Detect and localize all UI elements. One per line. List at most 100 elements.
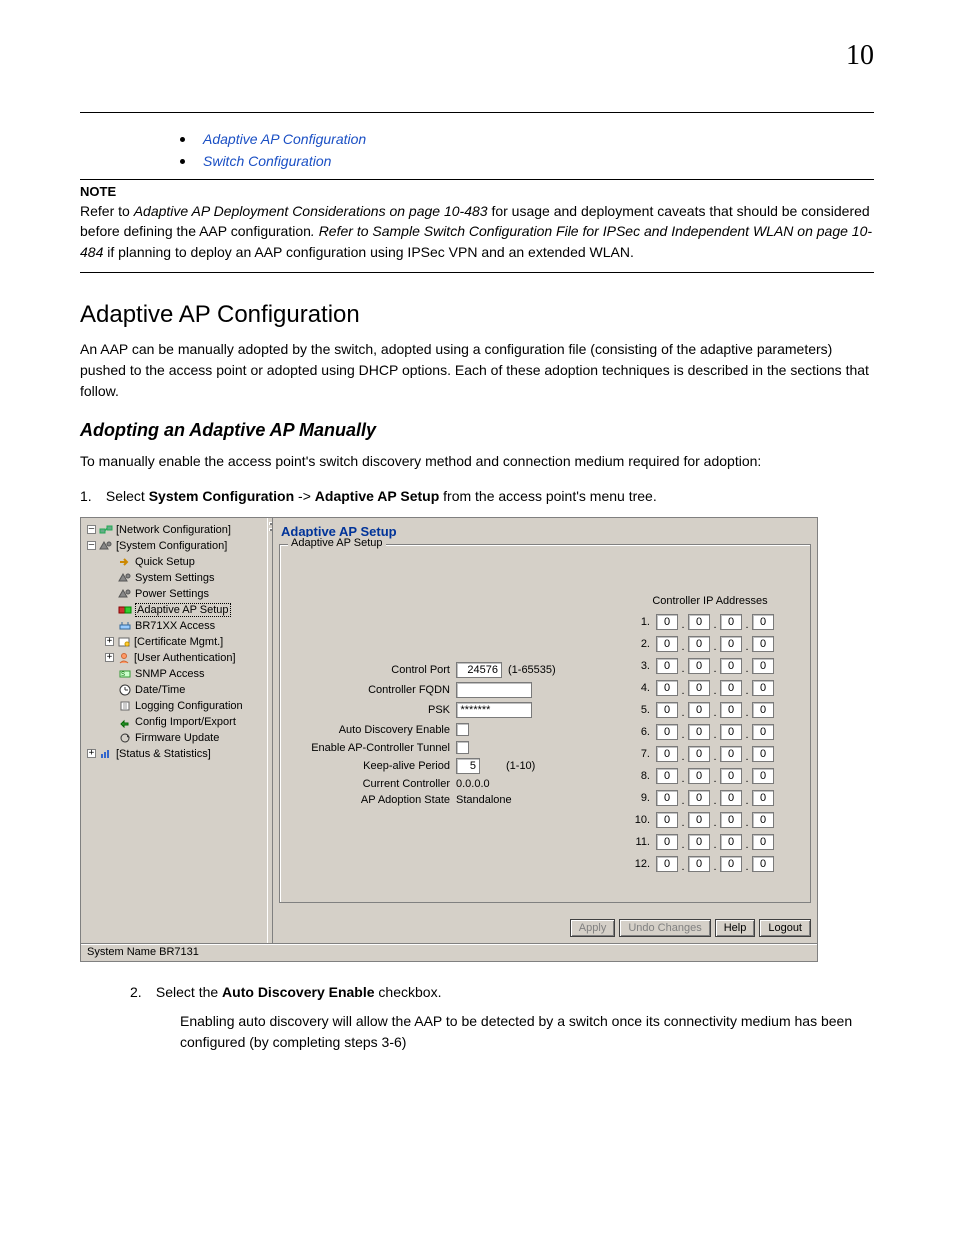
tree-item[interactable]: +[Status & Statistics] bbox=[85, 746, 265, 762]
input-psk[interactable] bbox=[456, 702, 532, 718]
ip-row-number: 5. bbox=[630, 704, 650, 716]
ip-octet-input[interactable] bbox=[688, 680, 710, 696]
tree-item-label: Logging Configuration bbox=[135, 700, 243, 712]
ip-octet-input[interactable] bbox=[688, 614, 710, 630]
ip-octet-input[interactable] bbox=[656, 834, 678, 850]
collapse-icon[interactable]: – bbox=[87, 541, 96, 550]
dot-separator: . bbox=[710, 685, 720, 697]
ip-octet-input[interactable] bbox=[688, 658, 710, 674]
tree-item[interactable]: Power Settings bbox=[85, 586, 265, 602]
undo-changes-button[interactable]: Undo Changes bbox=[619, 919, 710, 937]
ip-octet-input[interactable] bbox=[656, 658, 678, 674]
ip-octet-input[interactable] bbox=[720, 768, 742, 784]
ip-octet-input[interactable] bbox=[752, 746, 774, 762]
ip-octet-input[interactable] bbox=[752, 702, 774, 718]
ip-octet-input[interactable] bbox=[720, 636, 742, 652]
bullet-icon bbox=[180, 137, 185, 142]
ip-octet-input[interactable] bbox=[720, 680, 742, 696]
tree-item-label: Config Import/Export bbox=[135, 716, 236, 728]
tree-item[interactable]: Quick Setup bbox=[85, 554, 265, 570]
heading-adopting-manually: Adopting an Adaptive AP Manually bbox=[80, 420, 874, 441]
expand-icon[interactable]: + bbox=[105, 653, 114, 662]
ip-octet-input[interactable] bbox=[688, 790, 710, 806]
ip-octet-input[interactable] bbox=[656, 680, 678, 696]
ip-octet-input[interactable] bbox=[656, 812, 678, 828]
ip-row: 5.... bbox=[630, 701, 790, 719]
ip-octet-input[interactable] bbox=[720, 724, 742, 740]
tree-item[interactable]: System Settings bbox=[85, 570, 265, 586]
ip-octet-input[interactable] bbox=[752, 614, 774, 630]
ip-octet-input[interactable] bbox=[656, 636, 678, 652]
tree-item[interactable]: Firmware Update bbox=[85, 730, 265, 746]
ip-octet-input[interactable] bbox=[656, 702, 678, 718]
checkbox-auto-discovery[interactable] bbox=[456, 723, 469, 736]
link-switch-config[interactable]: Switch Configuration bbox=[203, 153, 331, 169]
ip-octet-input[interactable] bbox=[656, 768, 678, 784]
ip-octet-input[interactable] bbox=[688, 702, 710, 718]
apply-button[interactable]: Apply bbox=[570, 919, 616, 937]
ip-octet-input[interactable] bbox=[720, 834, 742, 850]
tree-item[interactable]: Config Import/Export bbox=[85, 714, 265, 730]
step-2-description: Enabling auto discovery will allow the A… bbox=[180, 1011, 874, 1053]
ip-row-number: 11. bbox=[630, 836, 650, 848]
ip-octet-input[interactable] bbox=[720, 614, 742, 630]
label-tunnel: Enable AP-Controller Tunnel bbox=[290, 742, 450, 754]
ip-octet-input[interactable] bbox=[688, 812, 710, 828]
ip-octet-input[interactable] bbox=[688, 768, 710, 784]
step-text: checkbox. bbox=[375, 984, 442, 1000]
collapse-icon[interactable]: – bbox=[87, 525, 96, 534]
tree-item[interactable]: +[User Authentication] bbox=[85, 650, 265, 666]
ip-octet-input[interactable] bbox=[752, 790, 774, 806]
ip-octet-input[interactable] bbox=[656, 724, 678, 740]
ip-octet-input[interactable] bbox=[752, 812, 774, 828]
expand-icon[interactable]: + bbox=[105, 637, 114, 646]
ip-octet-input[interactable] bbox=[752, 680, 774, 696]
ip-octet-input[interactable] bbox=[656, 614, 678, 630]
ip-octet-input[interactable] bbox=[752, 636, 774, 652]
value-adoption-state: Standalone bbox=[456, 794, 512, 806]
tree-item[interactable]: Date/Time bbox=[85, 682, 265, 698]
ip-octet-input[interactable] bbox=[720, 702, 742, 718]
tree-item[interactable]: Adaptive AP Setup bbox=[85, 602, 265, 618]
ip-octet-input[interactable] bbox=[752, 834, 774, 850]
cfg-icon bbox=[118, 716, 132, 728]
expand-icon[interactable]: + bbox=[87, 749, 96, 758]
tree-item[interactable]: +[Certificate Mgmt.] bbox=[85, 634, 265, 650]
tree-item[interactable]: –[Network Configuration] bbox=[85, 522, 265, 538]
dot-separator: . bbox=[742, 839, 752, 851]
ip-octet-input[interactable] bbox=[752, 658, 774, 674]
tree-item[interactable]: SSNMP Access bbox=[85, 666, 265, 682]
heading-adaptive-ap-config: Adaptive AP Configuration bbox=[80, 301, 874, 329]
input-controller-fqdn[interactable] bbox=[456, 682, 532, 698]
ip-octet-input[interactable] bbox=[720, 746, 742, 762]
input-keepalive[interactable] bbox=[456, 758, 480, 774]
input-control-port[interactable] bbox=[456, 662, 502, 678]
ip-octet-input[interactable] bbox=[656, 790, 678, 806]
help-button[interactable]: Help bbox=[715, 919, 756, 937]
ip-octet-input[interactable] bbox=[720, 856, 742, 872]
checkbox-tunnel[interactable] bbox=[456, 741, 469, 754]
ip-octet-input[interactable] bbox=[752, 724, 774, 740]
ip-octet-input[interactable] bbox=[656, 856, 678, 872]
ip-octet-input[interactable] bbox=[656, 746, 678, 762]
tree-item[interactable]: Logging Configuration bbox=[85, 698, 265, 714]
ip-octet-input[interactable] bbox=[720, 812, 742, 828]
ip-octet-input[interactable] bbox=[688, 834, 710, 850]
ip-octet-input[interactable] bbox=[688, 636, 710, 652]
ip-octet-input[interactable] bbox=[720, 790, 742, 806]
ip-octet-input[interactable] bbox=[688, 724, 710, 740]
dot-separator: . bbox=[710, 795, 720, 807]
dot-separator: . bbox=[678, 641, 688, 653]
ip-octet-input[interactable] bbox=[752, 768, 774, 784]
logout-button[interactable]: Logout bbox=[759, 919, 811, 937]
ip-octet-input[interactable] bbox=[720, 658, 742, 674]
ip-octet-input[interactable] bbox=[688, 856, 710, 872]
ip-octet-input[interactable] bbox=[688, 746, 710, 762]
tree-item[interactable]: BR71XX Access bbox=[85, 618, 265, 634]
tree-item[interactable]: – [System Configuration] bbox=[85, 538, 265, 554]
ip-octet-input[interactable] bbox=[752, 856, 774, 872]
ip-row-number: 3. bbox=[630, 660, 650, 672]
link-adaptive-ap-config[interactable]: Adaptive AP Configuration bbox=[203, 131, 366, 147]
tree-item-label: [System Configuration] bbox=[116, 540, 227, 552]
dot-separator: . bbox=[678, 751, 688, 763]
